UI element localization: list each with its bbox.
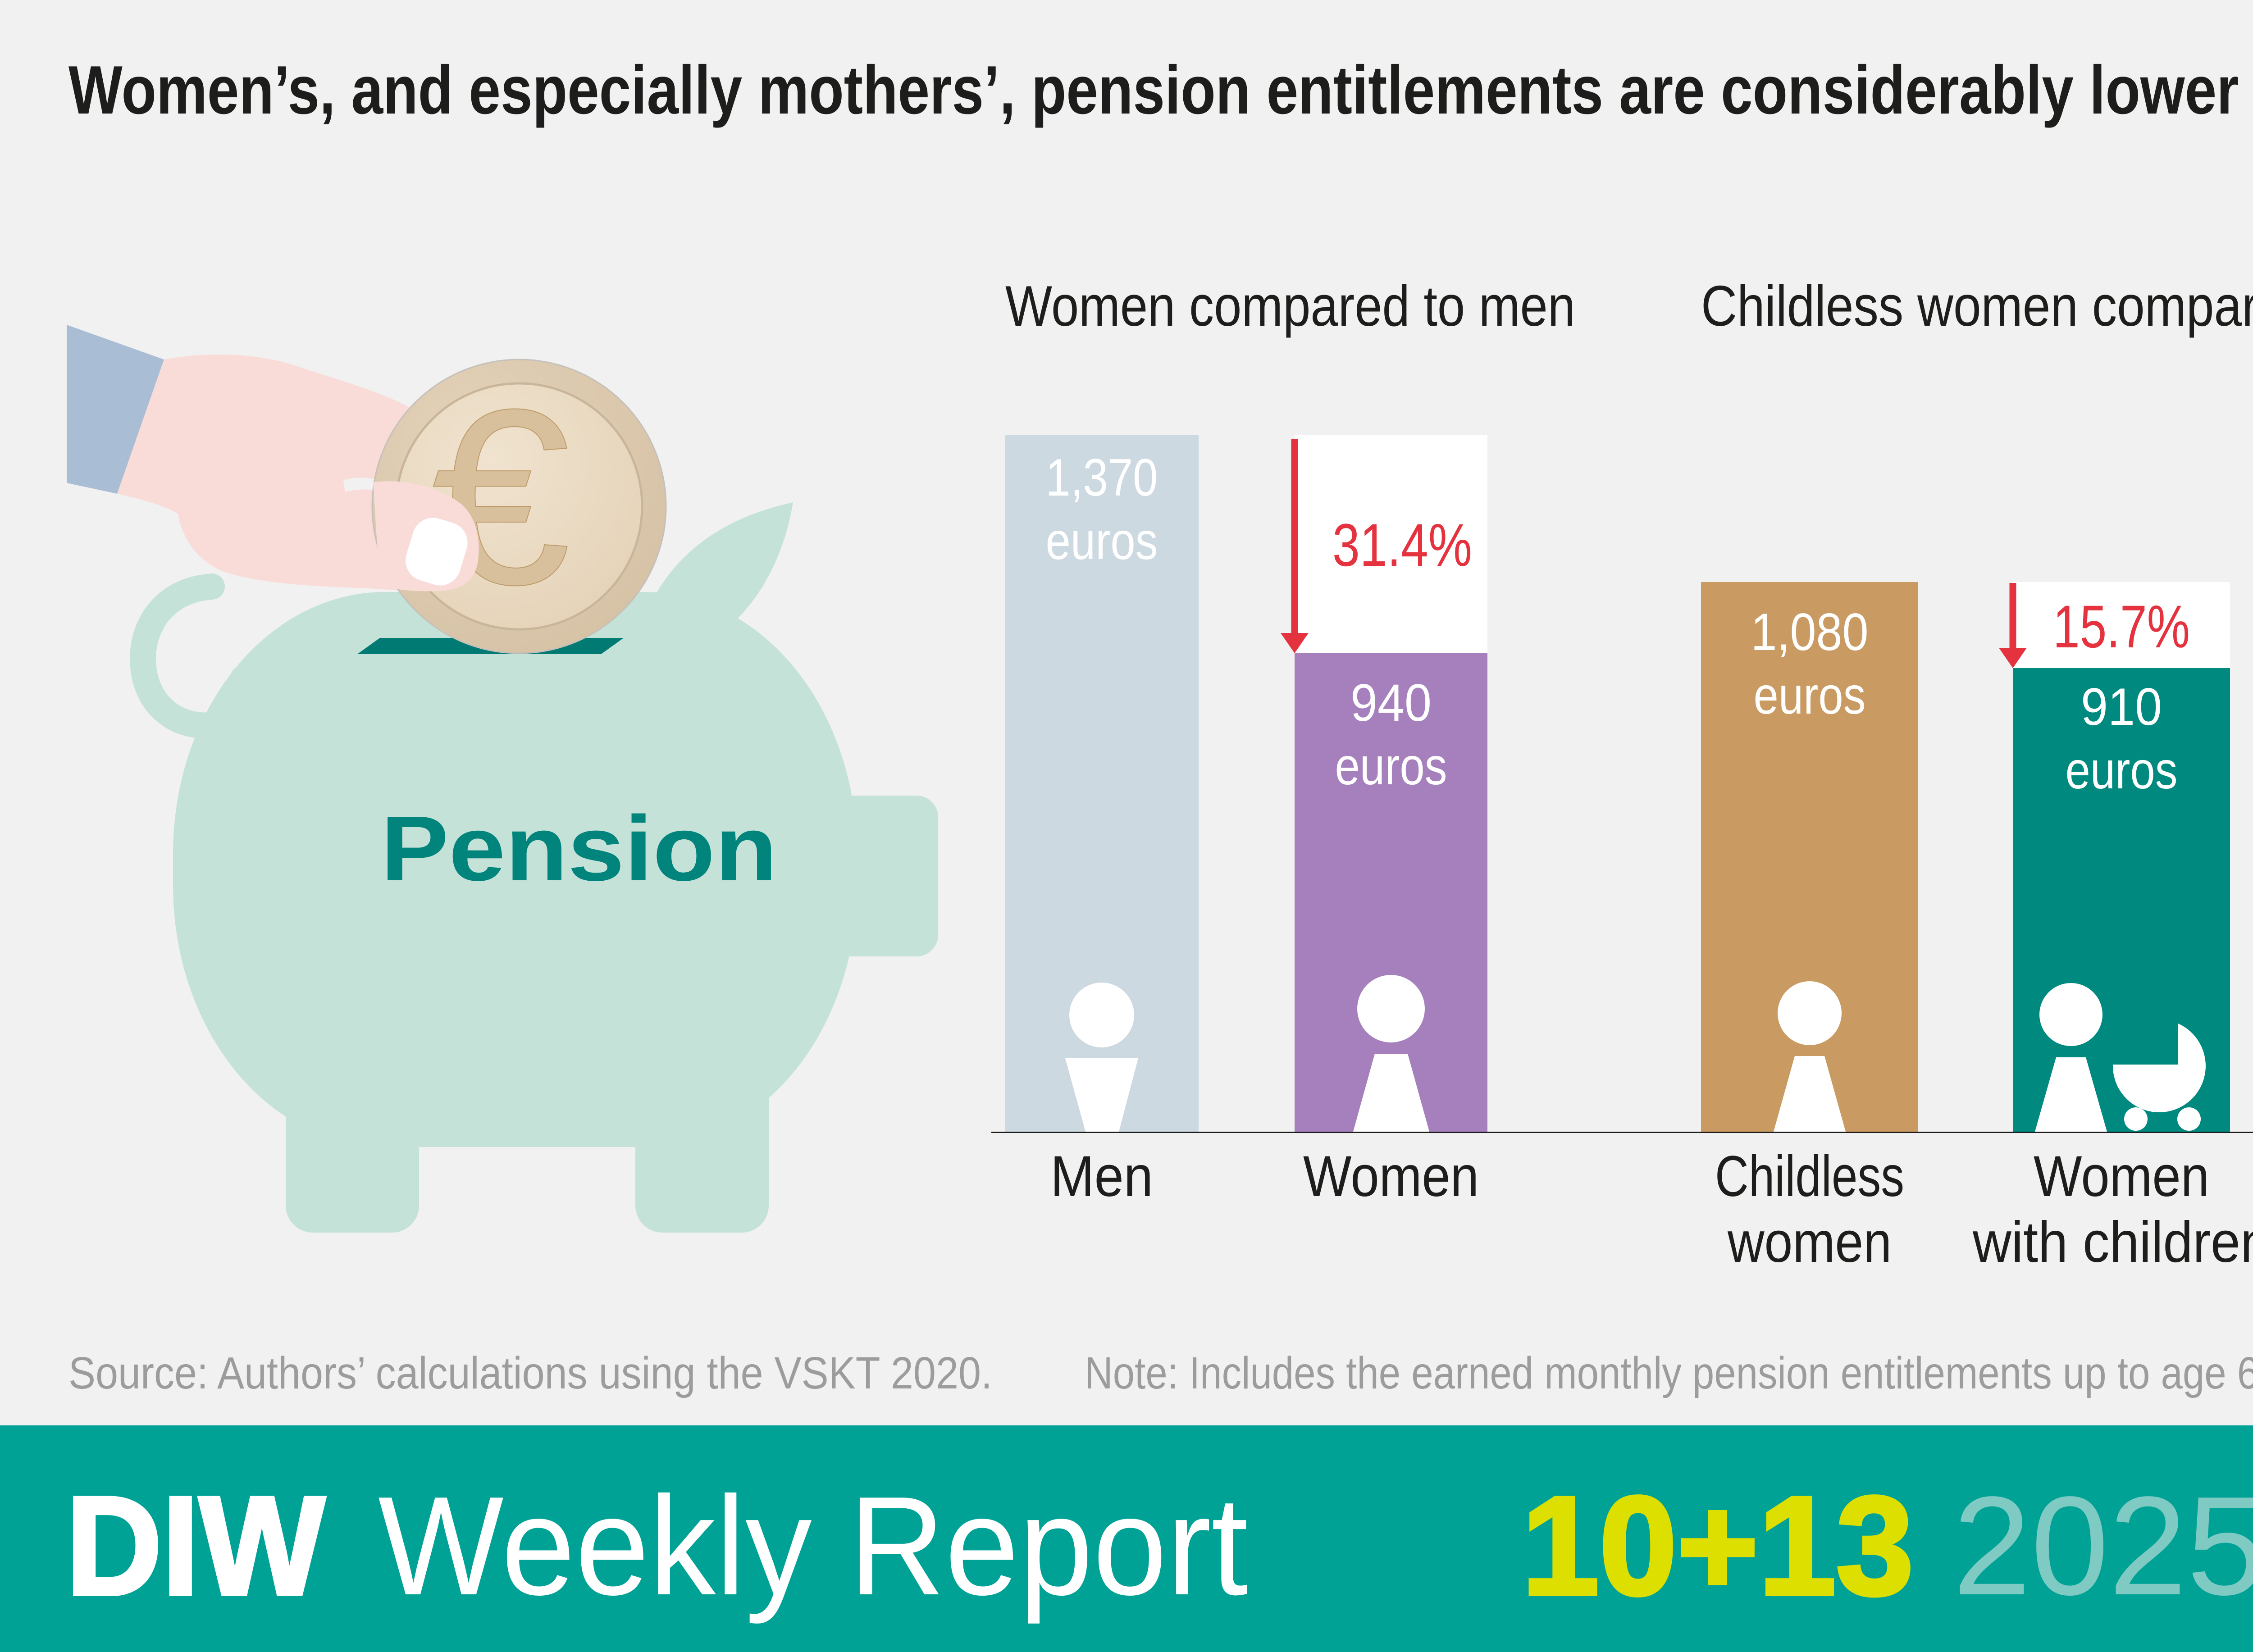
- svg-text:15.7%: 15.7%: [2053, 593, 2190, 660]
- svg-text:910: 910: [2081, 677, 2162, 736]
- svg-text:Men: Men: [1050, 1144, 1153, 1209]
- svg-text:Note: Includes the earned mont: Note: Includes the earned monthly pensio…: [1085, 1348, 2253, 1398]
- svg-text:Childless women compared to mo: Childless women compared to mothers: [1701, 274, 2253, 338]
- svg-text:940: 940: [1350, 673, 1432, 732]
- svg-text:euros: euros: [1754, 666, 1866, 725]
- svg-text:Women’s, and especially mother: Women’s, and especially mothers’, pensio…: [68, 52, 2253, 128]
- svg-text:euros: euros: [2066, 741, 2178, 800]
- svg-text:Women: Women: [2034, 1144, 2209, 1209]
- svg-text:with children: with children: [1972, 1210, 2253, 1274]
- svg-text:Childless: Childless: [1715, 1144, 1904, 1209]
- svg-text:Source: Authors’ calculations: Source: Authors’ calculations using the …: [68, 1348, 992, 1398]
- svg-text:2025: 2025: [1953, 1468, 2253, 1625]
- svg-text:Pension: Pension: [381, 797, 777, 900]
- svg-text:euros: euros: [1046, 511, 1158, 570]
- svg-text:10+13: 10+13: [1522, 1468, 1914, 1625]
- svg-text:31.4%: 31.4%: [1332, 512, 1472, 579]
- svg-text:€: €: [432, 357, 571, 637]
- svg-text:DIW: DIW: [66, 1468, 326, 1625]
- svg-text:Women: Women: [1303, 1144, 1479, 1209]
- svg-text:Weekly Report: Weekly Report: [378, 1468, 1249, 1625]
- svg-text:1,370: 1,370: [1046, 448, 1158, 507]
- svg-text:Women compared to men: Women compared to men: [1005, 274, 1575, 338]
- svg-text:women: women: [1727, 1210, 1892, 1274]
- svg-text:euros: euros: [1335, 737, 1447, 796]
- svg-text:1,080: 1,080: [1751, 602, 1869, 661]
